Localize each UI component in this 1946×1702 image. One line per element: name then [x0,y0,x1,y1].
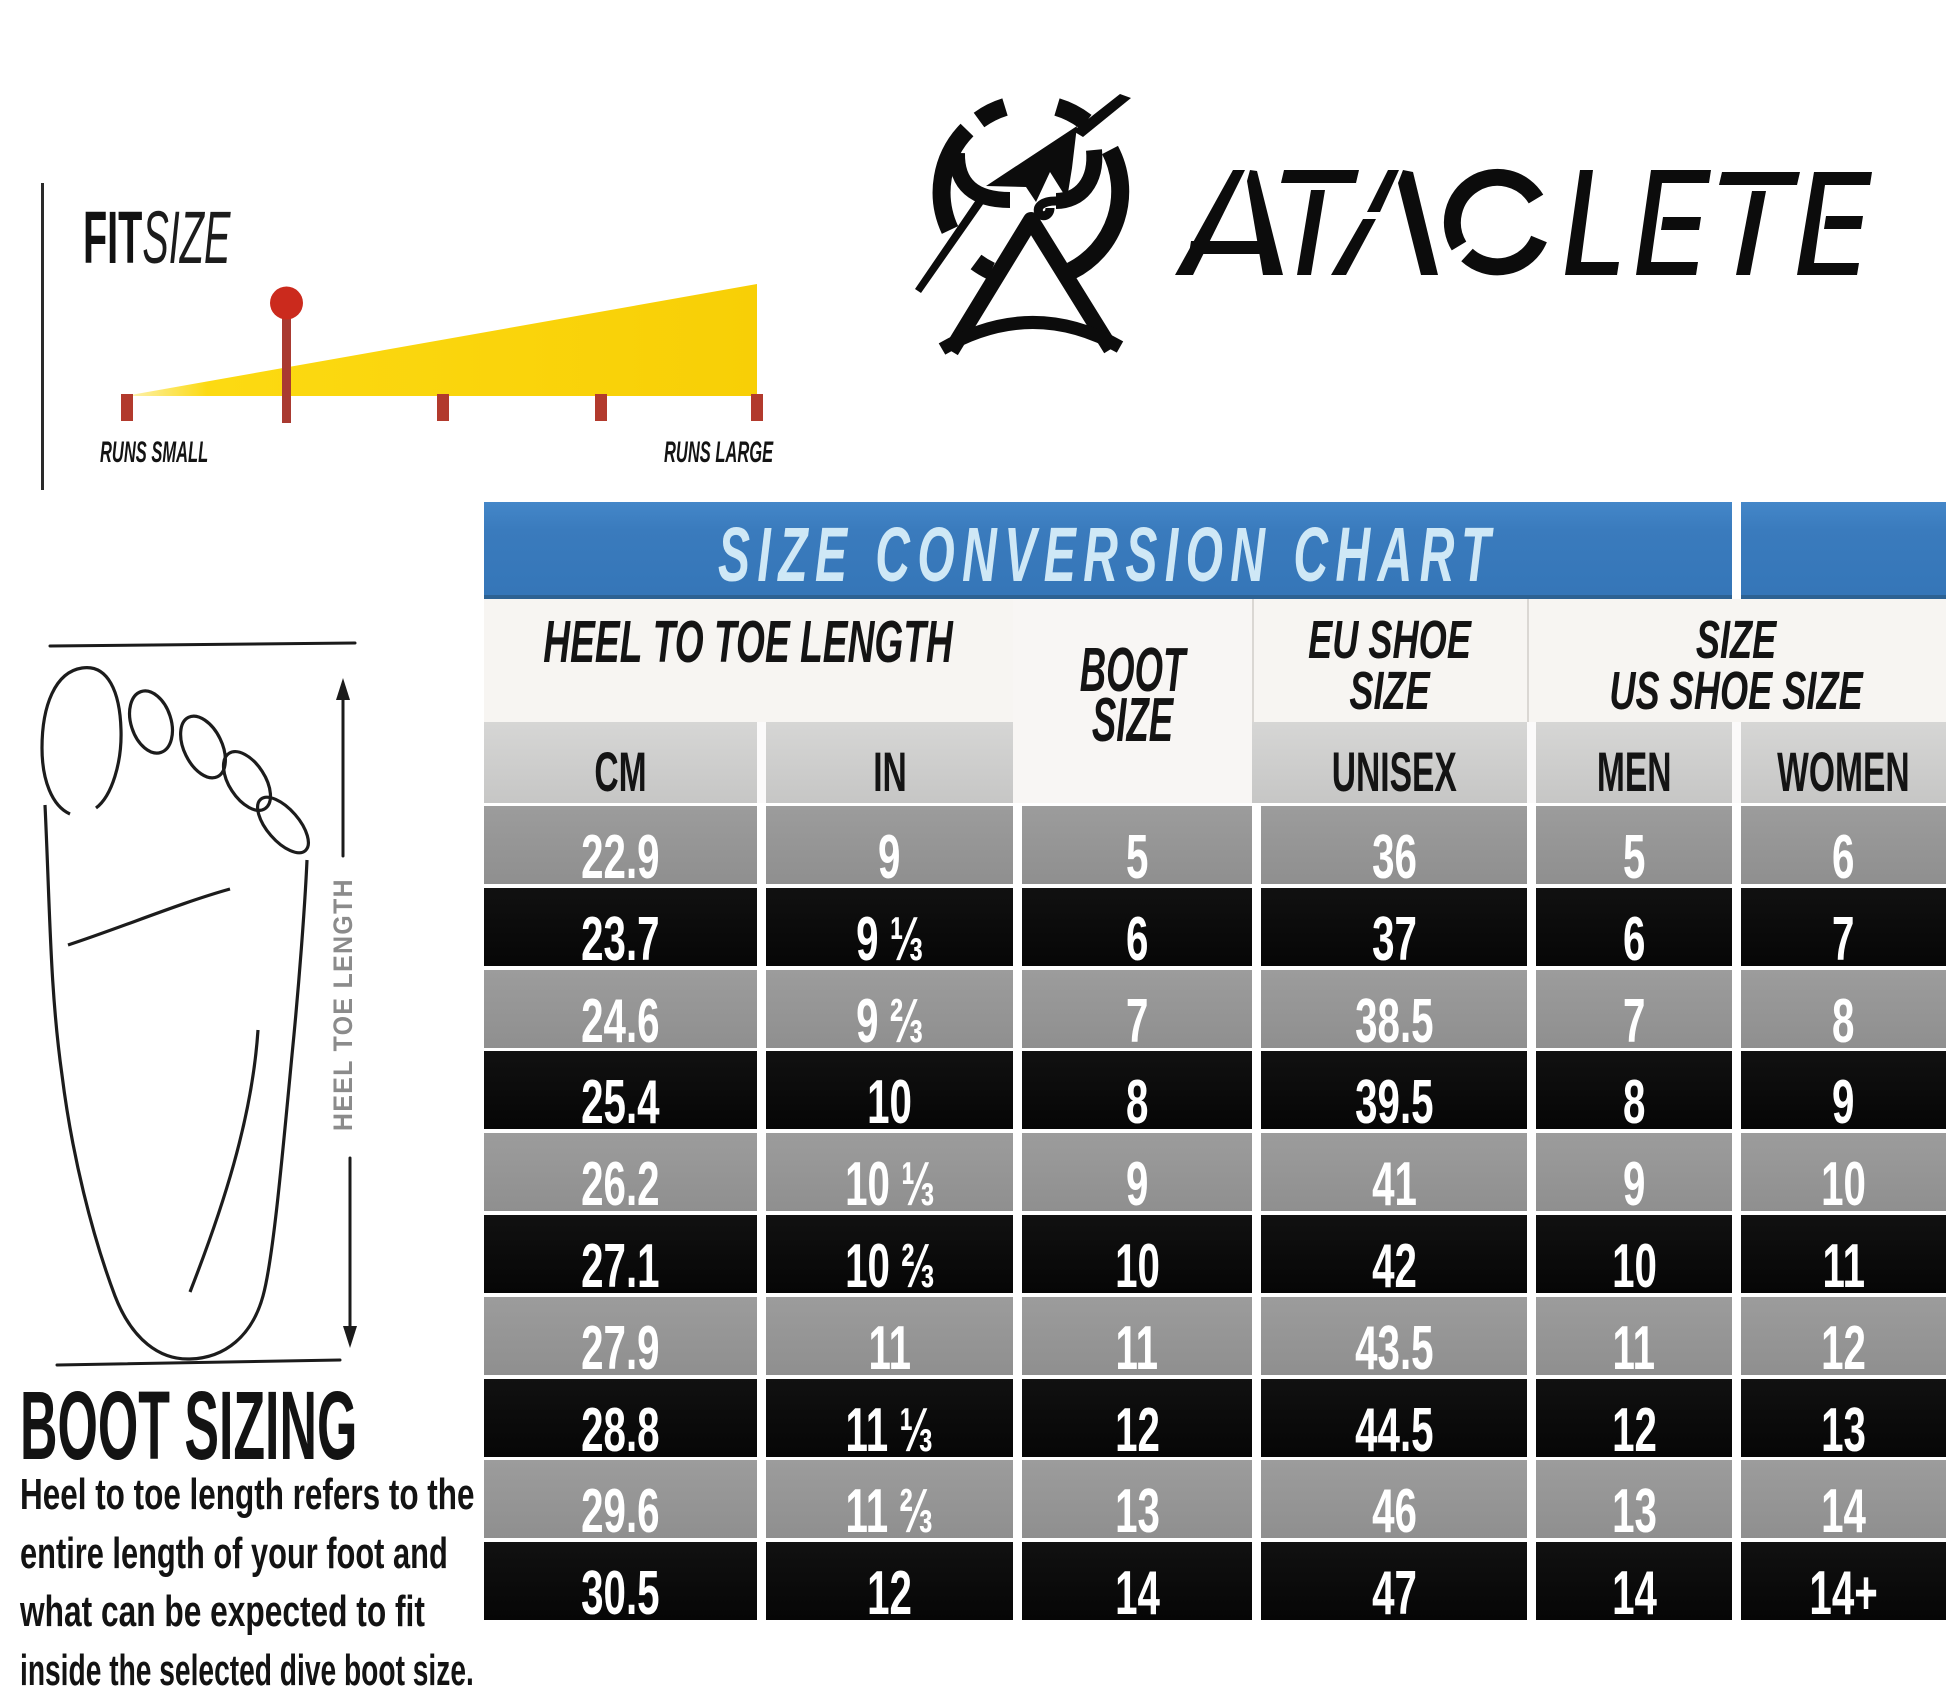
svg-text:HEEL TOE LENGTH: HEEL TOE LENGTH [329,878,358,1131]
